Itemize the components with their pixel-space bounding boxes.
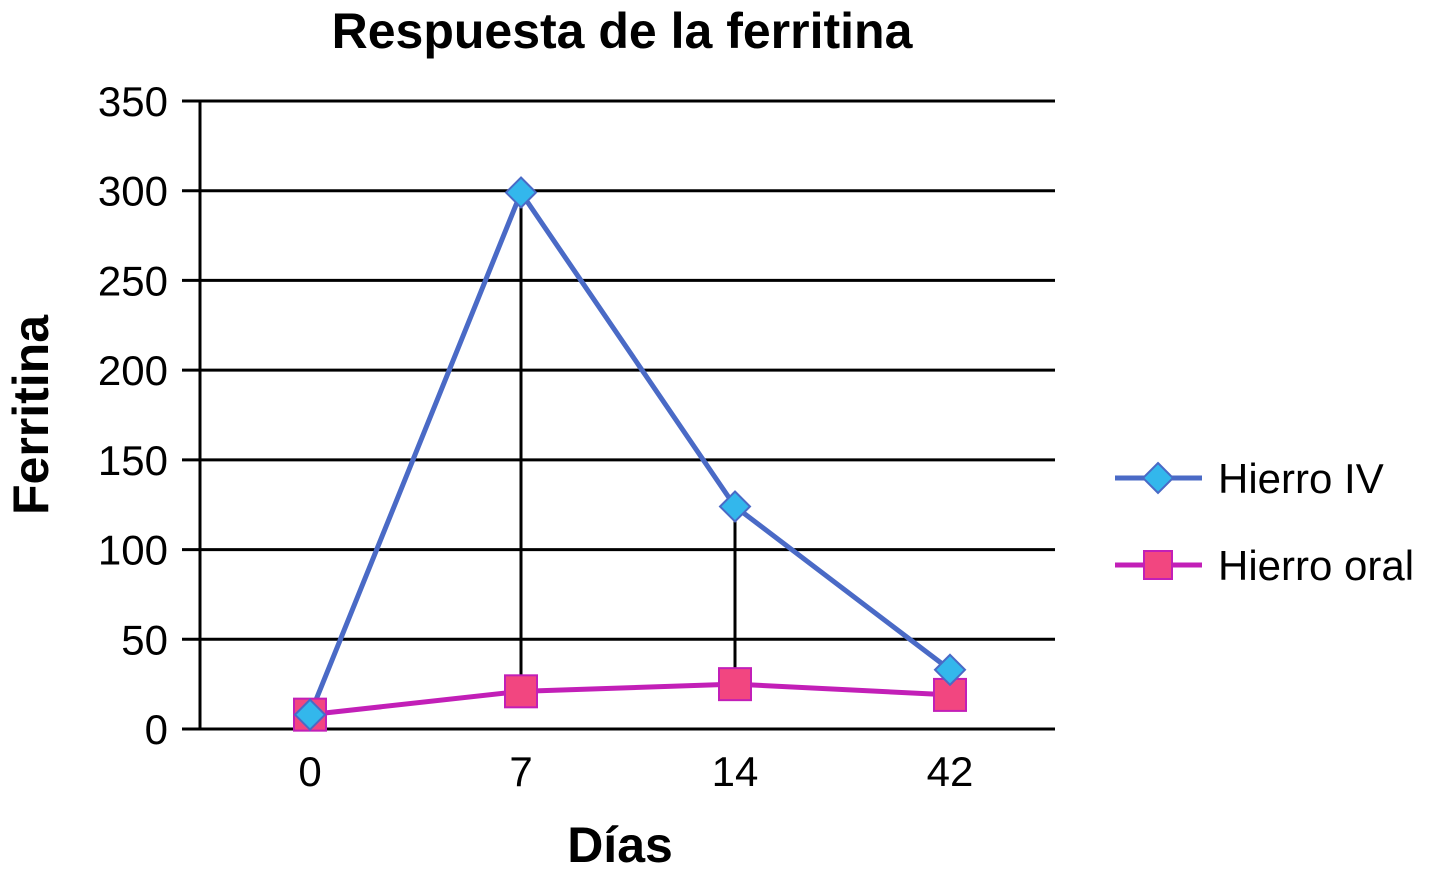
y-tick-label: 250 [98, 257, 168, 304]
data-point-series-1 [933, 653, 967, 687]
x-tick-label: 7 [509, 748, 532, 795]
data-point-series-2 [504, 674, 538, 709]
legend-marker-1 [1141, 461, 1175, 495]
legend-label-2: Hierro oral [1218, 542, 1414, 589]
y-tick-label: 0 [145, 706, 168, 753]
series-line-1 [307, 190, 952, 716]
series-line-2 [309, 681, 951, 718]
y-tick-label: 350 [98, 78, 168, 125]
series-layer [307, 190, 952, 718]
data-point-series-1 [504, 176, 538, 209]
y-tick-label: 50 [121, 616, 168, 663]
data-point-series-1 [718, 490, 752, 523]
y-tick-label: 150 [98, 437, 168, 484]
x-axis-label: Días [567, 817, 673, 873]
legend-marker-2 [1143, 550, 1173, 580]
data-point-series-2 [718, 667, 752, 702]
y-axis-label: Ferritina [3, 314, 59, 515]
y-tick-label: 100 [98, 527, 168, 574]
data-point-series-1 [293, 698, 327, 732]
y-axis-ticks: 0 50 100 150 200 250 300 350 [98, 78, 168, 753]
gridlines [182, 99, 1055, 731]
chart-title: Respuesta de la ferritina [332, 3, 914, 59]
markers [293, 176, 967, 732]
y-tick-label: 300 [98, 168, 168, 215]
legend-label-1: Hierro IV [1218, 455, 1384, 502]
drop-lines [308, 192, 952, 721]
y-tick-label: 200 [98, 347, 168, 394]
x-axis-ticks: 0 7 14 42 [298, 748, 973, 795]
x-tick-label: 14 [712, 748, 759, 795]
x-tick-label: 42 [927, 748, 974, 795]
legend: Hierro IV Hierro oral [1115, 455, 1414, 589]
x-tick-label: 0 [298, 748, 321, 795]
